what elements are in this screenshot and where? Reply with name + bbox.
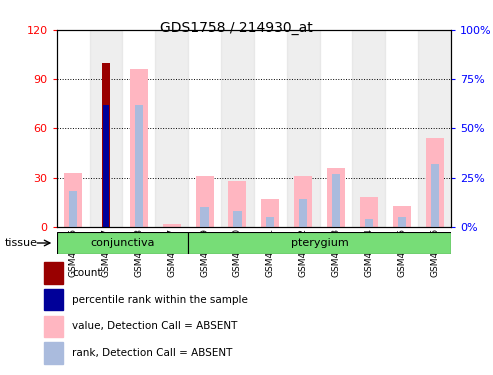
- Bar: [69, 191, 77, 227]
- Bar: [228, 181, 246, 227]
- Bar: [365, 219, 373, 227]
- Text: pterygium: pterygium: [291, 238, 349, 248]
- Bar: [201, 207, 209, 227]
- Bar: [44, 342, 63, 364]
- Bar: [90, 30, 122, 227]
- Bar: [327, 168, 345, 227]
- Bar: [221, 30, 254, 227]
- Bar: [418, 30, 451, 227]
- Bar: [57, 232, 188, 254]
- Text: count: count: [72, 268, 102, 278]
- Bar: [188, 232, 451, 254]
- Text: GDS1758 / 214930_at: GDS1758 / 214930_at: [160, 21, 313, 34]
- Bar: [425, 138, 444, 227]
- Bar: [294, 176, 312, 227]
- Bar: [102, 63, 110, 227]
- Bar: [44, 262, 63, 284]
- Bar: [393, 206, 411, 227]
- Text: percentile rank within the sample: percentile rank within the sample: [72, 295, 248, 304]
- Bar: [135, 105, 143, 227]
- Bar: [287, 30, 319, 227]
- Bar: [360, 197, 378, 227]
- Bar: [130, 69, 148, 227]
- Bar: [44, 289, 63, 310]
- Bar: [163, 224, 181, 227]
- Bar: [430, 164, 439, 227]
- Bar: [299, 200, 307, 227]
- Bar: [64, 173, 82, 227]
- Text: value, Detection Call = ABSENT: value, Detection Call = ABSENT: [72, 321, 237, 332]
- Bar: [155, 30, 188, 227]
- Text: rank, Detection Call = ABSENT: rank, Detection Call = ABSENT: [72, 348, 232, 358]
- Bar: [196, 176, 213, 227]
- Text: tissue: tissue: [5, 238, 38, 248]
- Bar: [44, 316, 63, 337]
- Bar: [398, 217, 406, 227]
- Bar: [233, 211, 242, 227]
- Bar: [332, 174, 340, 227]
- Bar: [103, 105, 109, 227]
- Bar: [352, 30, 386, 227]
- Bar: [266, 217, 275, 227]
- Text: conjunctiva: conjunctiva: [90, 238, 155, 248]
- Bar: [261, 199, 280, 227]
